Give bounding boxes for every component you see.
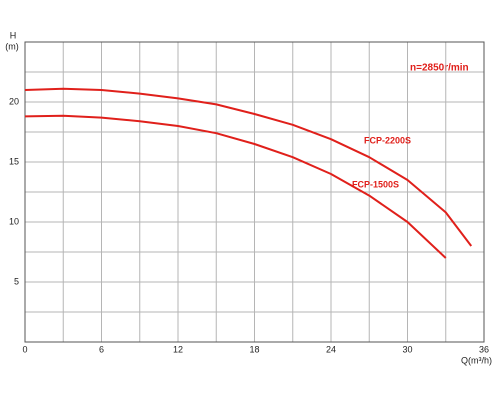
- annotation: n=2850r/min: [410, 63, 469, 74]
- plot-frame: [24, 41, 485, 343]
- y-axis-title: H: [10, 30, 17, 40]
- y-tick-label: 15: [9, 156, 19, 166]
- series-line: [24, 87, 473, 247]
- y-tick-label: 5: [14, 276, 19, 286]
- y-axis-unit: (m): [5, 41, 19, 51]
- series-label: FCP-2200S: [364, 135, 411, 145]
- series-line: [24, 114, 447, 259]
- series-label: FCP-1500S: [352, 179, 399, 189]
- x-tick-label: 12: [173, 344, 183, 354]
- x-tick-label: 24: [326, 344, 336, 354]
- x-axis-title: Q(m³/h): [461, 355, 492, 365]
- x-tick-label: 0: [22, 344, 27, 354]
- x-tick-label: 30: [402, 344, 412, 354]
- x-tick-label: 36: [479, 344, 489, 354]
- x-tick-label: 6: [99, 344, 104, 354]
- y-tick-label: 10: [9, 216, 19, 226]
- y-tick-label: 20: [9, 96, 19, 106]
- x-tick-label: 18: [249, 344, 259, 354]
